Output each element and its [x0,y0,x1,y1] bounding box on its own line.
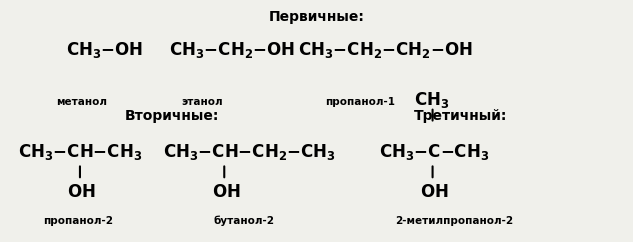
Text: пропанол-2: пропанол-2 [43,216,113,226]
Text: $\mathbf{CH_3{-}CH_2{-}OH}$: $\mathbf{CH_3{-}CH_2{-}OH}$ [169,40,295,60]
Text: $\mathbf{OH}$: $\mathbf{OH}$ [67,183,96,201]
Text: $\mathbf{CH_3{-}C{-}CH_3}$: $\mathbf{CH_3{-}C{-}CH_3}$ [379,142,489,162]
Text: бутанол-2: бутанол-2 [214,216,275,226]
Text: $\mathbf{CH_3{-}CH_2{-}CH_2{-}OH}$: $\mathbf{CH_3{-}CH_2{-}CH_2{-}OH}$ [298,40,473,60]
Text: метанол: метанол [56,97,107,107]
Text: $\mathbf{CH_3{-}CH{-}CH_3}$: $\mathbf{CH_3{-}CH{-}CH_3}$ [18,142,142,162]
Text: Третичный:: Третичный: [414,109,508,123]
Text: $\mathbf{CH_3}$: $\mathbf{CH_3}$ [414,90,449,110]
Text: пропанол-1: пропанол-1 [325,97,396,107]
Text: этанол: этанол [182,97,223,107]
Text: 2-метилпропанол-2: 2-метилпропанол-2 [396,216,513,226]
Text: Вторичные:: Вторичные: [125,109,220,123]
Text: $\mathbf{OH}$: $\mathbf{OH}$ [420,183,449,201]
Text: Первичные:: Первичные: [268,10,365,24]
Text: $\mathbf{CH_3{-}CH{-}CH_2{-}CH_3}$: $\mathbf{CH_3{-}CH{-}CH_2{-}CH_3}$ [163,142,336,162]
Text: $\mathbf{OH}$: $\mathbf{OH}$ [211,183,241,201]
Text: $\mathbf{CH_3{-}OH}$: $\mathbf{CH_3{-}OH}$ [66,40,143,60]
